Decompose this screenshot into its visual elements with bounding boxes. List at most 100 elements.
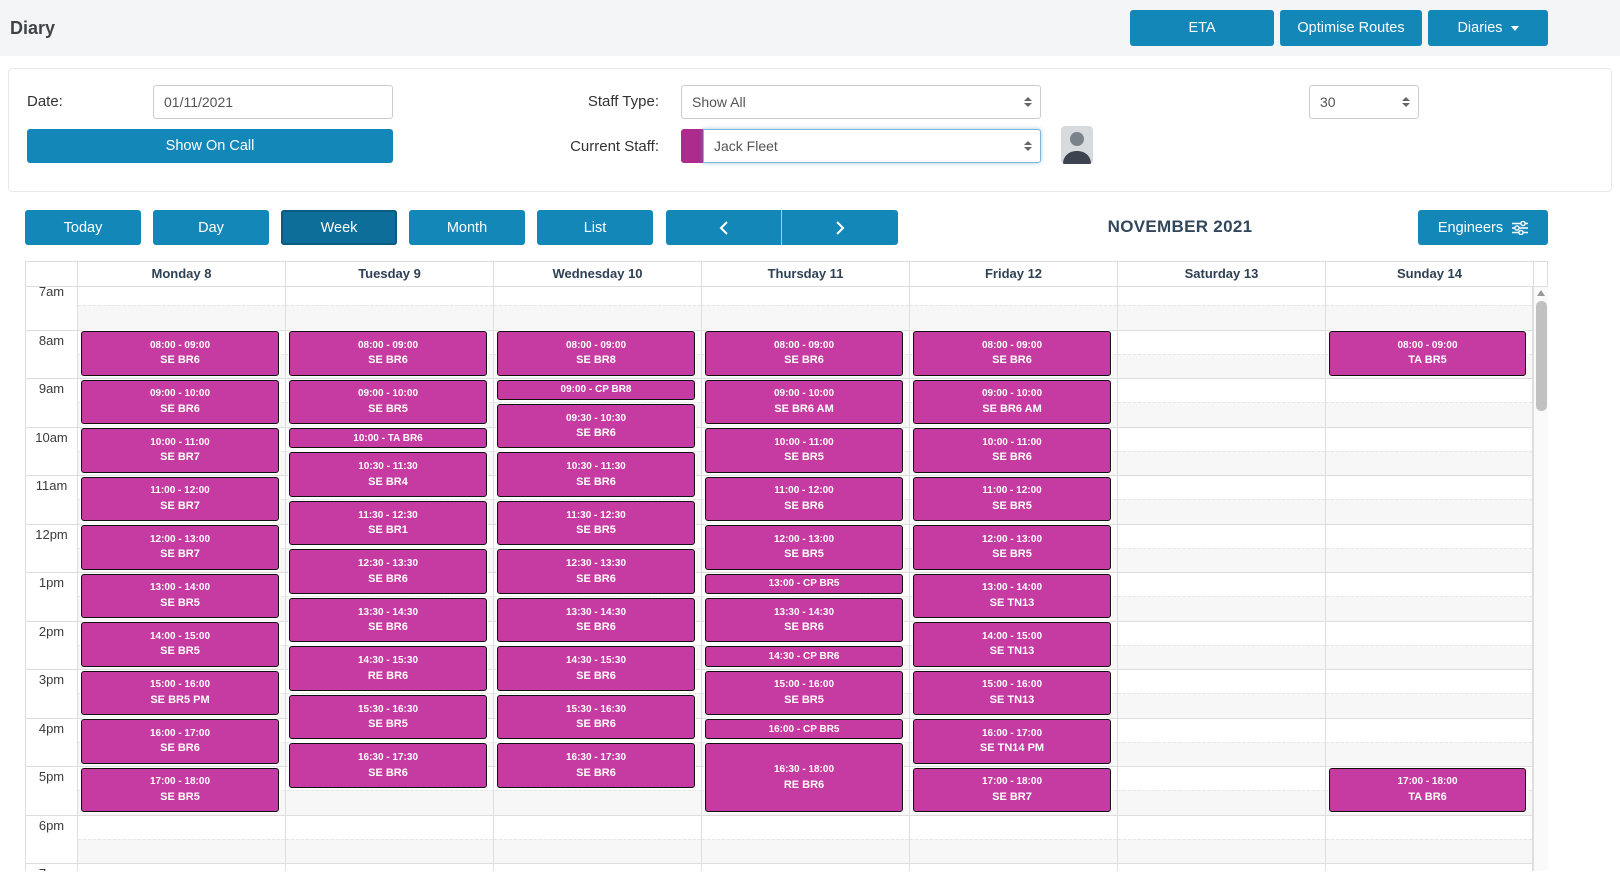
time-slot[interactable] bbox=[1118, 693, 1325, 718]
calendar-event[interactable]: 13:30 - 14:30 SE BR6 bbox=[497, 597, 695, 643]
calendar-event[interactable]: 09:00 - 10:00 SE BR6 AM bbox=[913, 379, 1111, 424]
time-slot[interactable] bbox=[1326, 402, 1532, 427]
calendar-event[interactable]: 15:00 - 16:00 SE BR5 PM bbox=[81, 670, 279, 715]
time-slot[interactable] bbox=[494, 838, 701, 863]
time-slot[interactable] bbox=[910, 523, 1117, 548]
time-slot[interactable] bbox=[286, 838, 493, 863]
time-slot[interactable] bbox=[494, 287, 701, 305]
calendar-event[interactable]: 11:00 - 12:00 SE BR5 bbox=[913, 476, 1111, 521]
time-slot[interactable] bbox=[702, 717, 909, 742]
time-slot[interactable] bbox=[702, 863, 909, 871]
time-slot[interactable] bbox=[1326, 329, 1532, 354]
time-slot[interactable] bbox=[1118, 790, 1325, 815]
time-slot[interactable] bbox=[1326, 620, 1532, 645]
show-on-call-button[interactable]: Show On Call bbox=[27, 129, 393, 163]
time-slot[interactable] bbox=[78, 329, 285, 354]
time-slot[interactable] bbox=[1326, 499, 1532, 524]
calendar-event[interactable]: 14:00 - 15:00 SE BR5 bbox=[81, 622, 279, 667]
time-slot[interactable] bbox=[1118, 523, 1325, 548]
calendar-event[interactable]: 15:00 - 16:00 SE BR5 bbox=[705, 670, 903, 715]
time-slot[interactable] bbox=[910, 669, 1117, 693]
time-slot[interactable] bbox=[1118, 717, 1325, 742]
time-slot[interactable] bbox=[1118, 475, 1325, 499]
optimise-routes-button[interactable]: Optimise Routes bbox=[1280, 10, 1422, 46]
time-slot[interactable] bbox=[1326, 547, 1532, 572]
calendar-event[interactable]: 10:30 - 11:30 SE BR4 bbox=[289, 452, 487, 497]
calendar-event[interactable]: 11:30 - 12:30 SE BR1 bbox=[289, 500, 487, 546]
time-slot[interactable] bbox=[494, 814, 701, 839]
day-column[interactable]: 08:00 - 09:00 SE BR6 09:00 - 10:00 SE BR6 A… bbox=[909, 287, 1117, 871]
time-slot[interactable] bbox=[1326, 305, 1532, 330]
time-slot[interactable] bbox=[910, 766, 1117, 790]
calendar-event[interactable]: 09:00 - 10:00 SE BR6 bbox=[81, 379, 279, 424]
time-slot[interactable] bbox=[286, 814, 493, 839]
time-slot[interactable] bbox=[910, 838, 1117, 863]
time-slot[interactable] bbox=[1118, 814, 1325, 839]
calendar-event[interactable]: 13:00 - CP BR5 bbox=[705, 573, 903, 594]
time-slot[interactable] bbox=[702, 305, 909, 330]
time-slot[interactable] bbox=[910, 426, 1117, 451]
time-slot[interactable] bbox=[494, 305, 701, 330]
time-slot[interactable] bbox=[702, 838, 909, 863]
time-slot[interactable] bbox=[1118, 741, 1325, 766]
time-slot[interactable] bbox=[1118, 547, 1325, 572]
time-slot[interactable] bbox=[1326, 572, 1532, 596]
calendar-event[interactable]: 12:30 - 13:30 SE BR6 bbox=[289, 549, 487, 594]
time-slot[interactable] bbox=[1326, 523, 1532, 548]
page-size-select[interactable]: 30 bbox=[1309, 85, 1419, 119]
time-slot[interactable] bbox=[1326, 450, 1532, 475]
calendar-event[interactable]: 15:00 - 16:00 SE TN13 bbox=[913, 670, 1111, 715]
calendar-event[interactable]: 14:00 - 15:00 SE TN13 bbox=[913, 622, 1111, 667]
calendar-event[interactable]: 10:30 - 11:30 SE BR6 bbox=[497, 452, 695, 497]
prev-week-button[interactable] bbox=[666, 210, 782, 245]
time-slot[interactable] bbox=[702, 572, 909, 596]
time-slot[interactable] bbox=[910, 620, 1117, 645]
engineers-button[interactable]: Engineers bbox=[1418, 210, 1548, 245]
calendar-event[interactable]: 10:00 - 11:00 SE BR5 bbox=[705, 428, 903, 473]
eta-button[interactable]: ETA bbox=[1130, 10, 1274, 46]
time-slot[interactable] bbox=[1118, 353, 1325, 378]
time-slot[interactable] bbox=[1326, 766, 1532, 790]
calendar-event[interactable]: 08:00 - 09:00 SE BR6 bbox=[81, 331, 279, 376]
time-slot[interactable] bbox=[910, 572, 1117, 596]
time-slot[interactable] bbox=[1118, 766, 1325, 790]
time-slot[interactable] bbox=[1118, 287, 1325, 305]
calendar-event[interactable]: 10:00 - TA BR6 bbox=[289, 428, 487, 449]
time-slot[interactable] bbox=[702, 669, 909, 693]
calendar-event[interactable]: 17:00 - 18:00 SE BR5 bbox=[81, 767, 279, 812]
calendar-event[interactable]: 12:00 - 13:00 SE BR7 bbox=[81, 525, 279, 570]
time-slot[interactable] bbox=[1326, 669, 1532, 693]
day-header-wednesday[interactable]: Wednesday 10 bbox=[493, 262, 701, 286]
time-slot[interactable] bbox=[78, 620, 285, 645]
time-slot[interactable] bbox=[1326, 741, 1532, 766]
time-slot[interactable] bbox=[910, 863, 1117, 871]
calendar-event[interactable]: 09:00 - 10:00 SE BR5 bbox=[289, 379, 487, 424]
time-slot[interactable] bbox=[1326, 717, 1532, 742]
time-slot[interactable] bbox=[78, 378, 285, 402]
calendar-event[interactable]: 16:30 - 18:00 RE BR6 bbox=[705, 743, 903, 812]
day-header-tuesday[interactable]: Tuesday 9 bbox=[285, 262, 493, 286]
time-slot[interactable] bbox=[494, 863, 701, 871]
time-slot[interactable] bbox=[1118, 305, 1325, 330]
time-slot[interactable] bbox=[702, 426, 909, 451]
time-slot[interactable] bbox=[702, 475, 909, 499]
calendar-event[interactable]: 12:00 - 13:00 SE BR5 bbox=[913, 525, 1111, 570]
time-slot[interactable] bbox=[910, 814, 1117, 839]
time-slot[interactable] bbox=[1118, 378, 1325, 402]
day-header-friday[interactable]: Friday 12 bbox=[909, 262, 1117, 286]
time-slot[interactable] bbox=[1118, 596, 1325, 621]
calendar-event[interactable]: 08:00 - 09:00 SE BR6 bbox=[705, 331, 903, 376]
time-slot[interactable] bbox=[1118, 644, 1325, 669]
calendar-event[interactable]: 17:00 - 18:00 TA BR6 bbox=[1329, 767, 1526, 812]
time-slot[interactable] bbox=[1326, 863, 1532, 871]
date-input[interactable] bbox=[153, 85, 393, 119]
scroll-up-icon[interactable] bbox=[1537, 290, 1545, 296]
time-slot[interactable] bbox=[78, 814, 285, 839]
next-week-button[interactable] bbox=[782, 210, 898, 245]
today-button[interactable]: Today bbox=[25, 210, 141, 245]
time-slot[interactable] bbox=[910, 329, 1117, 354]
calendar-event[interactable]: 13:00 - 14:00 SE TN13 bbox=[913, 573, 1111, 618]
time-slot[interactable] bbox=[1326, 475, 1532, 499]
time-slot[interactable] bbox=[78, 766, 285, 790]
time-slot[interactable] bbox=[1118, 499, 1325, 524]
